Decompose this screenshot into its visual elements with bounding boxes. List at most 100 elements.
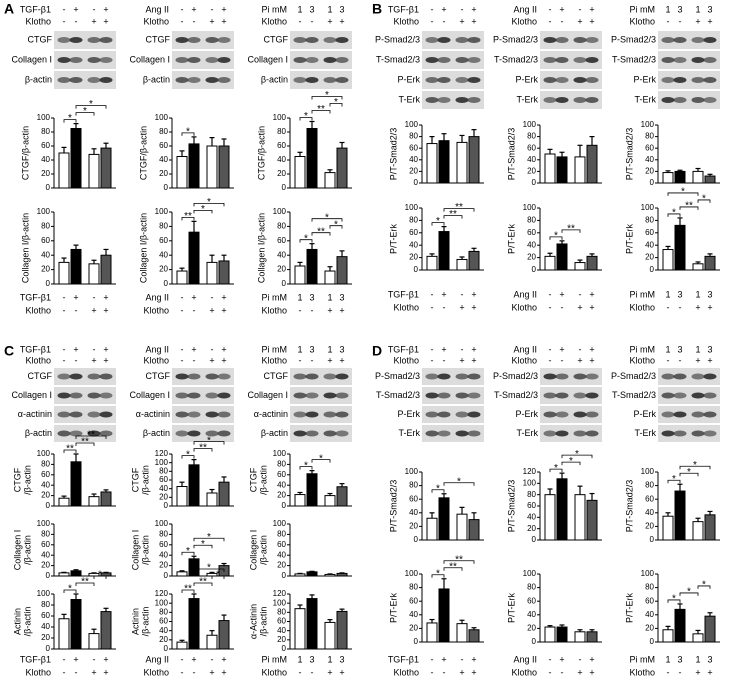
x-tick-label: - [93,292,96,302]
significance-label: ** [81,437,89,448]
y-axis-label: α-Actinin [248,604,258,639]
significance-bracket [181,132,195,136]
bar [574,156,586,184]
x-tick-label: + [103,654,108,664]
significance-bracket [667,479,681,484]
blot-band [455,77,469,83]
header-lane-label: - [679,16,682,26]
significance-label: * [89,99,93,110]
blot-band [543,392,557,399]
y-tick-label: 80 [159,222,168,231]
header-lane-label: + [221,4,226,14]
bar [218,481,230,507]
x-tick-label: - [431,667,434,677]
x-tick-label: - [63,305,66,315]
blot-band [305,37,319,43]
header-lane-label: + [589,355,594,365]
bar [294,156,306,189]
bar [662,249,674,271]
blot-label: β-actin [25,74,52,84]
blot-band [437,57,451,63]
blot-band [455,57,469,63]
x-tick-label: + [209,667,214,677]
bar [88,263,100,285]
header-name: TGF-β1 [20,344,51,354]
x-tick-label: - [443,302,446,312]
blot-band [57,37,71,43]
x-row-name: Klotho [143,305,169,315]
x-tick-label: + [103,667,108,677]
y-tick-label: 80 [409,583,418,592]
x-tick-label: - [431,654,434,664]
blot-band [217,373,231,380]
blot-band [437,411,451,418]
y-tick-label: 100 [155,519,169,528]
blot-band [293,411,307,418]
y-tick-label: 20 [409,167,418,176]
bar [176,641,188,650]
header-lane-label: + [339,16,344,26]
y-axis-label: CTGF [130,467,140,492]
blot-band [573,392,587,399]
header-lane-label: - [75,355,78,365]
significance-label: ** [184,211,192,222]
blot-band [437,97,451,103]
bar [586,144,598,184]
y-tick-label: 60 [527,501,536,510]
blot-band [543,411,557,418]
y-tick-label: 100 [523,120,537,129]
header-lane-label: - [549,16,552,26]
blot-band [691,97,705,103]
y-tick-label: 80 [41,127,50,136]
x-tick-label: - [667,302,670,312]
x-tick-label: - [181,654,184,664]
blot-strip [290,368,352,385]
y-tick-label: 0 [414,265,419,274]
header-name: Klotho [393,355,419,365]
y-tick-label: 40 [41,250,50,259]
y-tick-label: 60 [409,228,418,237]
significance-bracket [561,229,581,233]
x-row-name: Klotho [393,302,419,312]
header-name: Ang II [145,4,169,14]
y-tick-label: 0 [46,279,51,288]
blot-band [467,430,481,437]
bar [70,599,82,650]
bar [188,558,200,577]
x-tick-label: - [579,289,582,299]
blot-strip [172,406,234,423]
y-tick-label: 20 [527,167,536,176]
blot-label: α-actinin [136,409,170,419]
y-tick-label: 40 [159,484,168,493]
y-tick-label: 120 [155,449,169,458]
significance-label: * [304,460,308,471]
significance-bracket [181,551,195,556]
y-tick-label: 60 [645,494,654,503]
x-tick-label: + [471,289,476,299]
bar [426,622,438,643]
x-tick-label: - [461,289,464,299]
y-tick-label: 40 [527,512,536,521]
significance-bracket [75,435,107,439]
x-tick-label: + [191,292,196,302]
y-tick-label: 20 [159,169,168,178]
y-tick-label: 100 [37,519,51,528]
header-lane-label: - [443,355,446,365]
bar [468,519,480,541]
header-lane-label: 1 [665,4,670,14]
bar [188,143,200,189]
bar [336,610,348,650]
bar [456,513,468,541]
x-tick-label: 1 [695,654,700,664]
blot-band [57,430,71,437]
bar [294,608,306,650]
y-tick-label: 80 [645,216,654,225]
y-tick-label: 80 [277,127,286,136]
bar [100,254,112,285]
y-tick-label: 80 [409,132,418,141]
x-tick-label: + [327,305,332,315]
blot-band [323,373,337,380]
y-tick-label: 40 [409,508,418,517]
header-lane-label: 3 [339,344,344,354]
x-row-name: TGF-β1 [20,292,51,302]
